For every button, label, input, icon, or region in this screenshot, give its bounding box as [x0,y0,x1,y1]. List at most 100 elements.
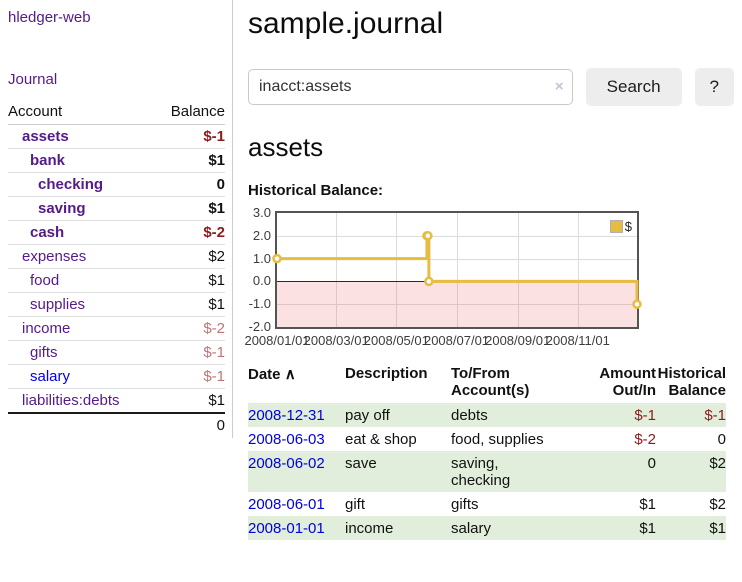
y-axis-tick-label: 1.0 [252,250,271,266]
register-header-description: Description [345,365,428,382]
account-row: bank $1 [8,148,225,173]
account-link[interactable]: checking [38,176,104,193]
register-balance: $1 [709,520,726,537]
balance-series [272,231,642,309]
x-axis-tick-label: 2008/07/01 [423,333,490,348]
x-axis-tick-label: 2008/03/01 [303,333,369,348]
register-description: gift [345,496,366,513]
account-row: checking 0 [8,172,225,197]
gridline-vertical [336,213,338,327]
gridline-vertical [577,213,579,327]
negative-region-fill [277,281,637,327]
help-button[interactable]: ? [694,68,734,106]
account-row: assets $-1 [8,125,225,149]
account-link[interactable]: expenses [22,248,87,265]
sidebar-item-journal[interactable]: Journal [8,71,58,88]
register-table: Date ∧ Description To/From Account(s) Am… [248,364,726,540]
register-row: 2008-12-31 pay off debts $-1 $-1 [248,403,726,427]
account-row: saving $1 [8,196,225,221]
accounts-header-balance: Balance [154,101,225,125]
account-row: food $1 [8,268,225,293]
account-row: cash $-2 [8,220,225,245]
clear-search-icon[interactable]: × [554,78,564,95]
register-date-link[interactable]: 2008-12-31 [248,407,325,424]
account-balance: $-2 [154,220,225,245]
account-link[interactable]: assets [22,128,69,145]
search-button[interactable]: Search [585,68,682,106]
account-heading: assets [248,132,324,162]
account-balance: $-1 [154,364,225,389]
x-axis-tick-label: 2008/11/01 [545,333,610,348]
accounts-table: Account Balance assets $-1 bank $1 checking 0… [8,101,225,437]
chart-title: Historical Balance: [248,182,384,199]
account-balance: 0 [154,172,225,197]
legend-label: $ [624,219,632,234]
account-balance: $2 [154,244,225,269]
account-link[interactable]: bank [30,152,66,169]
balance-chart: $ 3.0 2.0 1.0 0.0 -1.0 -2.0 2008/01/01 2008/03/… [244,205,734,351]
account-link[interactable]: liabilities:debts [22,392,120,409]
register-amount: $1 [639,520,656,537]
register-description: eat & shop [345,431,417,448]
account-row: liabilities:debts $1 [8,388,225,413]
account-link[interactable]: food [30,272,60,289]
account-link[interactable]: saving [38,200,86,217]
gridline-vertical [517,213,519,327]
account-row: salary $-1 [8,364,225,389]
account-balance: $1 [154,196,225,221]
account-link[interactable]: salary [30,368,71,385]
register-date-link[interactable]: 2008-06-02 [248,455,325,472]
register-row: 2008-01-01 income salary $1 $1 [248,516,726,540]
account-balance: $1 [154,388,225,413]
gridline-vertical [396,213,398,327]
y-axis-tick-label: 0.0 [252,273,271,289]
search-form: × Search ? [248,68,734,106]
account-link[interactable]: supplies [30,296,86,313]
register-balance: $2 [709,455,726,472]
account-link[interactable]: gifts [30,344,58,361]
register-accounts: gifts [451,496,479,513]
account-row: supplies $1 [8,292,225,317]
register-header-balance: Historical Balance [657,365,726,399]
account-balance: $-1 [203,128,225,145]
data-point-marker [424,276,434,287]
data-point-marker [423,231,433,241]
data-point-marker [632,299,642,309]
data-point-marker [272,253,282,264]
account-row: expenses $2 [8,244,225,269]
search-box: × [248,69,573,105]
register-date-link[interactable]: 2008-06-01 [248,496,325,513]
search-input[interactable] [248,69,573,105]
register-amount: $1 [639,496,656,513]
app-title-link[interactable]: hledger-web [8,9,91,26]
main-content: sample.journal × Search ? assets Histori… [244,0,734,540]
register-description: income [345,520,394,537]
sort-asc-icon: ∧ [284,366,296,383]
account-balance: $-1 [154,340,225,365]
register-header-date[interactable]: Date ∧ [248,366,296,383]
register-date-link[interactable]: 2008-01-01 [248,520,325,537]
legend-swatch-icon [609,220,623,233]
accounts-header-account: Account [8,101,155,125]
register-header-accounts: To/From Account(s) [451,365,530,399]
register-amount: 0 [647,455,656,472]
register-date-link[interactable]: 2008-06-03 [248,431,325,448]
page-title: sample.journal [248,7,444,40]
register-accounts: debts [451,407,488,424]
y-axis-tick-label: 3.0 [252,205,271,220]
register-row: 2008-06-01 gift gifts $1 $2 [248,492,726,516]
account-link[interactable]: cash [30,224,65,241]
account-balance: $-2 [154,316,225,341]
register-accounts: food, supplies [451,431,544,448]
register-header-amount: Amount Out/In [599,365,656,399]
register-amount: $-2 [634,431,656,448]
chart-legend: $ [609,219,632,234]
account-row: gifts $-1 [8,340,225,365]
gridline-vertical [456,213,458,327]
x-axis-tick-label: 2008/01/01 [244,333,310,348]
account-link[interactable]: income [22,320,71,337]
x-axis-tick-label: 2008/09/01 [485,333,551,348]
y-axis-tick-label: 2.0 [252,227,271,243]
x-axis-tick-label: 2008/05/01 [363,333,429,348]
account-balance: $1 [154,268,225,293]
